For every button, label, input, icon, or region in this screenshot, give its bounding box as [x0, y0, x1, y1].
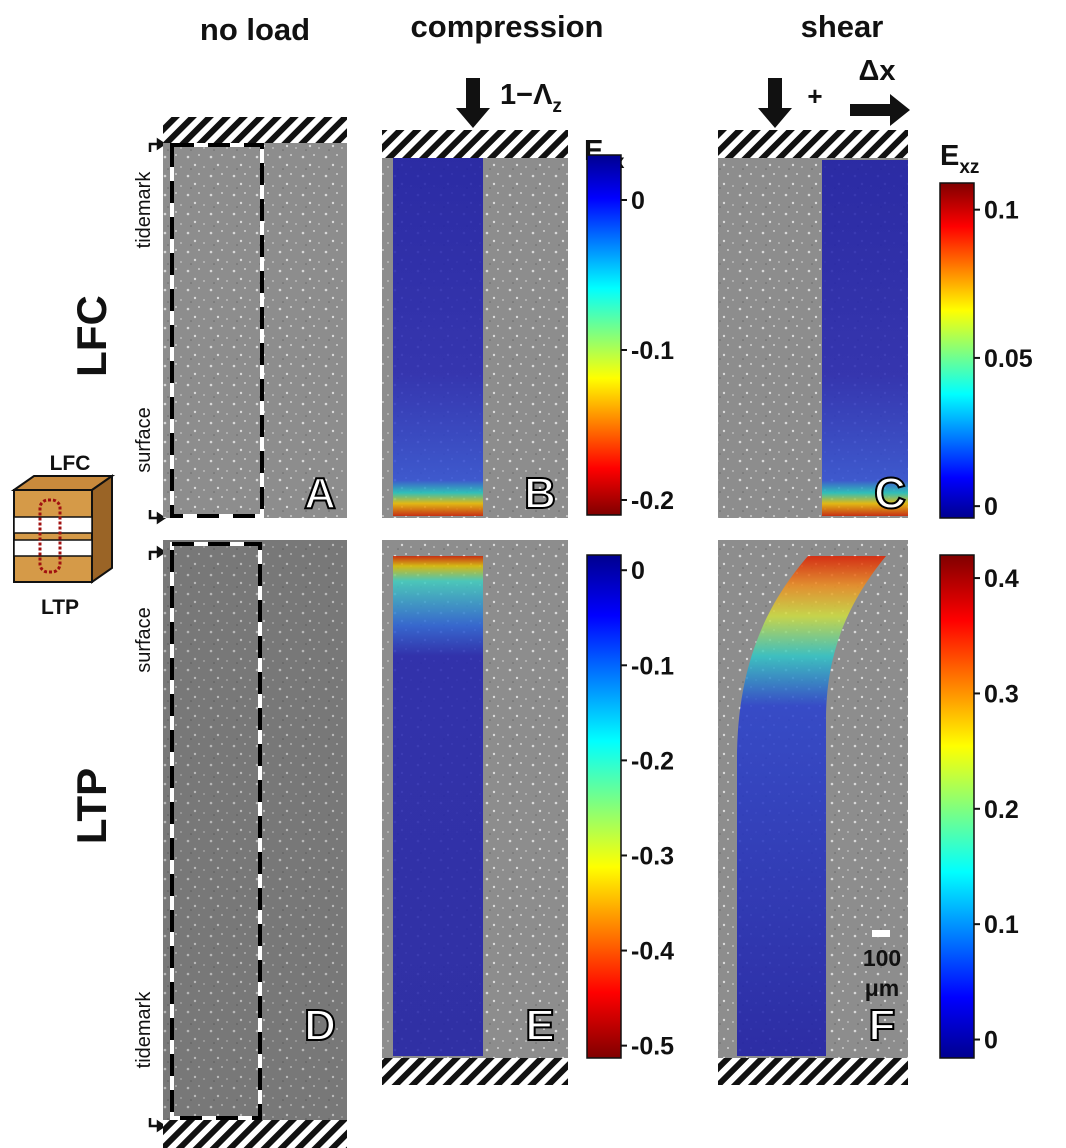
colorbar-tick-label: -0.2 — [631, 747, 674, 775]
plus-sign: + — [807, 81, 822, 111]
colorbar — [940, 555, 974, 1058]
schematic-label: LTP — [41, 596, 79, 619]
colorbar-tick-label: -0.3 — [631, 842, 674, 870]
colorbar — [587, 555, 621, 1058]
colorbar-tick-label: 0 — [984, 493, 998, 521]
column-header: shear — [801, 9, 884, 44]
depth-label: tidemark — [133, 171, 155, 249]
compression-label: 1−Λz — [500, 79, 562, 117]
colorbar — [940, 183, 974, 518]
panel-letter: C — [874, 469, 906, 518]
colorbar-tick-label: 0.4 — [984, 565, 1019, 593]
row-label: LTP — [68, 768, 115, 844]
schematic-label: LFC — [50, 452, 91, 475]
depth-label: surface — [133, 407, 155, 473]
colorbar-tick-label: 0 — [631, 187, 645, 215]
depth-label: surface — [133, 607, 155, 673]
colorbar-tick-label: 0.05 — [984, 345, 1033, 373]
panel-letter: F — [869, 1001, 896, 1050]
colorbar-tick-label: 0.2 — [984, 796, 1019, 824]
shear-label: Δx — [859, 55, 896, 87]
panel-letter: A — [304, 469, 336, 518]
scale-bar-value: 100 — [863, 945, 901, 971]
load-arrow — [456, 78, 490, 128]
colorbar — [587, 155, 621, 515]
colorbar-tick-label: -0.5 — [631, 1033, 674, 1061]
colorbar-tick-label: 0.1 — [984, 197, 1019, 225]
colorbar-tick-label: -0.1 — [631, 337, 674, 365]
colorbar-title: Exz — [940, 140, 979, 178]
panel-letter: D — [304, 1001, 336, 1050]
column-header: compression — [411, 9, 604, 44]
colorbar-tick-label: -0.1 — [631, 652, 674, 680]
colorbar-tick-label: -0.2 — [631, 487, 674, 515]
colorbar-tick-label: -0.4 — [631, 938, 674, 966]
colorbar-tick-label: 0 — [984, 1027, 998, 1055]
scale-bar-unit: μm — [865, 975, 900, 1001]
schematic: LFC LTP — [14, 452, 112, 619]
load-arrow — [758, 78, 792, 128]
depth-label: tidemark — [133, 991, 155, 1069]
colorbar-tick-label: 0 — [631, 557, 645, 585]
panels: 100 μm — [163, 117, 908, 1148]
panel-letter: B — [524, 469, 556, 518]
colorbar-tick-label: 0.1 — [984, 911, 1019, 939]
column-header: no load — [200, 12, 310, 47]
panel-letter: E — [525, 1001, 554, 1050]
row-label: LFC — [68, 295, 115, 377]
shear-arrow — [850, 94, 910, 126]
figure: no load compression shear 1−Λz + Δx LFC … — [0, 0, 1066, 1148]
colorbar-tick-label: 0.3 — [984, 680, 1019, 708]
